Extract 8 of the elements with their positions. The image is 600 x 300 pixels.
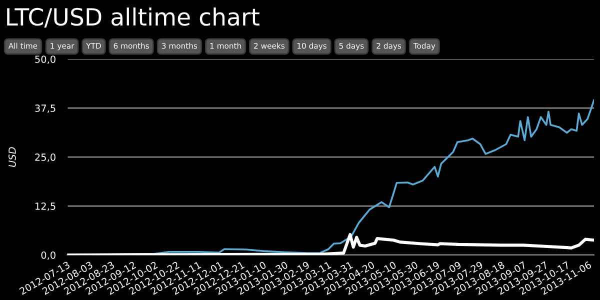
y-tick-label: 0,0	[41, 251, 56, 260]
line-series	[67, 233, 594, 255]
y-tick-label: 50,0	[35, 56, 56, 64]
y-tick-label: 25,0	[35, 154, 56, 162]
chart-title: LTC/USD alltime chart	[7, 8, 260, 28]
y-tick-label: 12,5	[36, 202, 56, 211]
y-axis-title: USD	[8, 147, 16, 167]
y-tick-label: 37,5	[35, 104, 56, 113]
